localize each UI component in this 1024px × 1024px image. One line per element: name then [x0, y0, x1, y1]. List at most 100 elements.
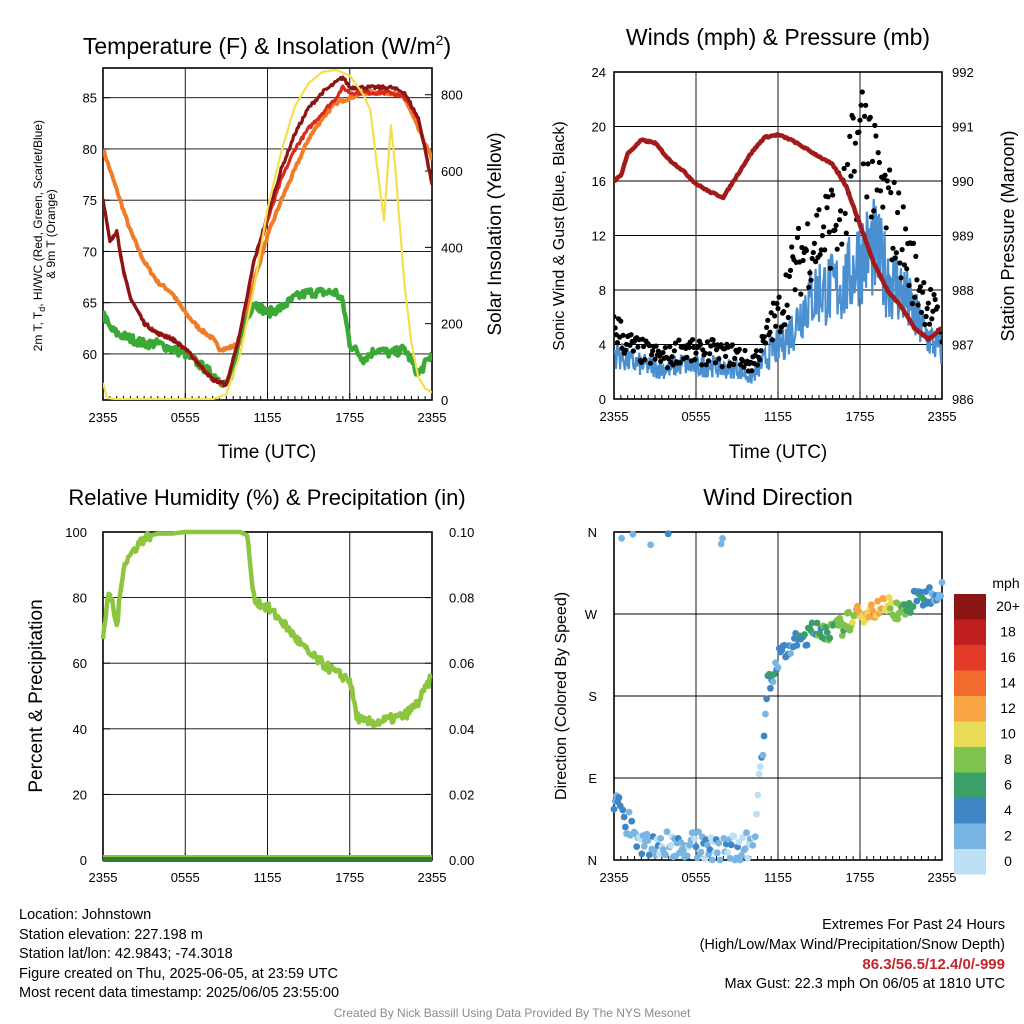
direction-point — [647, 541, 654, 549]
colorbar-label: 0 — [1004, 853, 1012, 869]
gust-point — [768, 310, 774, 316]
colorbar-swatch — [954, 747, 986, 773]
gust-point — [871, 208, 877, 214]
gust-point — [906, 282, 912, 288]
winds-ylabel: Sonic Wind & Gust (Blue, Black) — [551, 121, 568, 350]
gust-point — [762, 340, 769, 346]
insolation-ytick-label: 600 — [441, 164, 463, 179]
gust-point — [647, 360, 654, 366]
direction-point — [664, 530, 672, 538]
gust-point — [895, 209, 901, 216]
gust-point — [851, 168, 857, 174]
direction-point — [894, 615, 902, 623]
gust-point — [836, 217, 843, 223]
direction-point — [709, 856, 716, 864]
gust-point — [888, 190, 894, 196]
gust-point — [910, 240, 917, 246]
gust-point — [877, 188, 884, 194]
gust-point — [731, 361, 737, 368]
gust-point — [614, 314, 617, 320]
gust-point — [803, 247, 810, 254]
gust-point — [932, 296, 938, 303]
gust-point — [618, 318, 624, 324]
gust-point — [635, 344, 641, 350]
gust-point — [858, 102, 864, 108]
winds-ytick-label: 24 — [592, 65, 606, 80]
direction-point — [715, 839, 723, 847]
gust-point — [742, 347, 748, 354]
gust-point — [814, 212, 820, 218]
gust-point — [772, 313, 778, 319]
recent-data-text: Most recent data timestamp: 2025/06/05 2… — [19, 985, 340, 1002]
gust-point — [627, 342, 633, 348]
gust-point — [909, 301, 916, 307]
winds-xtick-label: 1155 — [764, 409, 792, 424]
rh-ytick-label: 80 — [73, 591, 87, 606]
precip-ytick-label: 0.10 — [449, 525, 474, 540]
gust-point — [690, 337, 696, 343]
gust-point — [867, 114, 873, 120]
gust-point — [641, 343, 647, 350]
insolation-ytick-label: 400 — [441, 240, 463, 255]
gust-point — [924, 305, 930, 312]
colorbar-swatch — [954, 823, 986, 849]
gust-point — [628, 332, 634, 338]
direction-point — [756, 763, 764, 770]
gust-point — [868, 214, 875, 220]
gust-point — [736, 346, 742, 352]
gust-point — [732, 355, 738, 361]
colorbar-swatch — [954, 772, 986, 798]
gust-point — [857, 117, 863, 123]
pressure-ytick-label: 986 — [952, 392, 974, 407]
gust-point — [649, 352, 655, 358]
temp-series-green — [103, 286, 432, 389]
temp-ytick-label: 85 — [83, 91, 97, 106]
gust-point — [813, 259, 819, 265]
direction-point — [724, 849, 731, 857]
gust-point — [729, 342, 736, 348]
humidity-title: Relative Humidity (%) & Precipitation (i… — [68, 485, 465, 510]
pressure-ytick-label: 989 — [952, 229, 974, 244]
gust-point — [834, 246, 840, 252]
gust-point — [844, 161, 851, 168]
direction-point — [667, 842, 675, 849]
direction-point — [714, 849, 721, 857]
colorbar-label: 8 — [1004, 751, 1012, 767]
gust-point — [912, 294, 918, 300]
gust-point — [692, 357, 698, 363]
gust-point — [749, 368, 755, 374]
gust-point — [848, 173, 854, 179]
direction-point — [741, 845, 749, 853]
colorbar-swatch — [954, 721, 986, 747]
temperature-panel: Temperature (F) & Insolation (W/m2) Time… — [31, 32, 506, 463]
direction-point — [701, 855, 709, 863]
gust-point — [893, 250, 900, 256]
extremes-subtitle: (High/Low/Max Wind/Precipitation/Snow De… — [699, 936, 1005, 953]
direction-point — [938, 579, 946, 586]
gust-point — [784, 302, 790, 308]
direction-point — [762, 710, 769, 718]
gust-point — [865, 161, 871, 167]
rh-xtick-label: 1155 — [254, 870, 282, 885]
gust-point — [852, 140, 859, 146]
precip-ytick-label: 0.06 — [449, 656, 474, 671]
gust-point — [891, 179, 897, 185]
gust-point — [899, 247, 905, 253]
direction-point — [808, 619, 816, 627]
direction-point — [759, 751, 767, 759]
insolation-ytick-label: 0 — [441, 393, 448, 408]
gust-point — [901, 262, 908, 268]
gust-point — [934, 304, 941, 310]
direction-point — [865, 613, 873, 621]
direction-point — [643, 830, 651, 838]
direction-point — [845, 608, 852, 616]
wdir-xtick-label: 1755 — [846, 870, 875, 885]
gust-point — [707, 351, 713, 357]
gust-point — [740, 358, 746, 364]
gust-point — [863, 102, 869, 108]
direction-point — [801, 631, 808, 638]
direction-point — [638, 850, 646, 858]
gust-point — [876, 159, 883, 166]
direction-point — [937, 592, 945, 600]
